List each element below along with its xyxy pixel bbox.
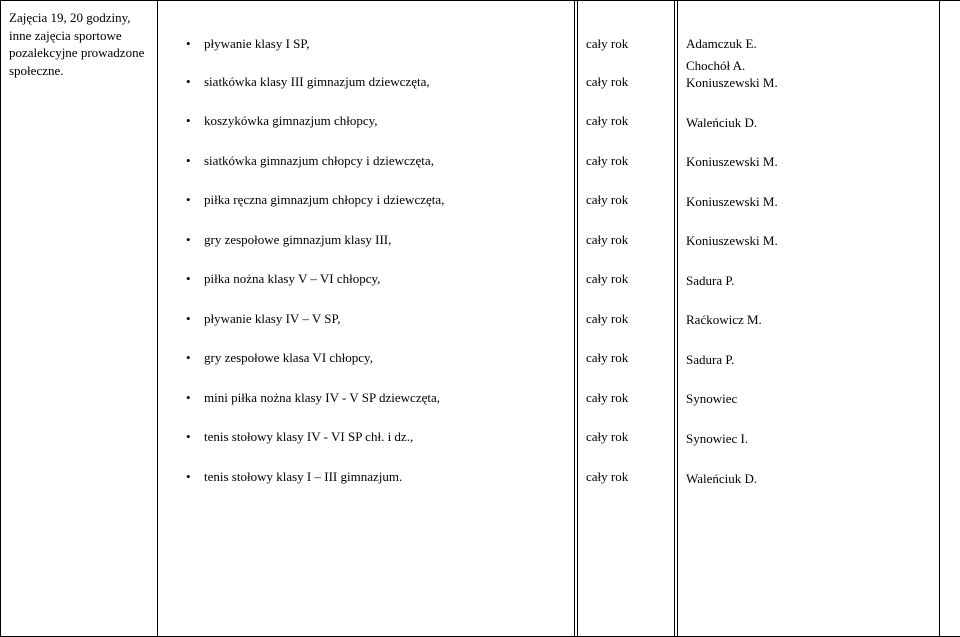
activity-item: siatkówka klasy III gimnazjum dziewczęta… [186,73,564,91]
period-cell: cały rok [586,231,668,249]
person-cell: Koniuszewski M. [686,232,931,250]
activity-item: piłka nożna klasy V – VI chłopcy, [186,270,564,288]
person-cell: Chochół A. [686,57,931,75]
period-cell: cały rok [586,270,668,288]
period-cell: cały rok [586,191,668,209]
person-cell: Koniuszewski M. [686,193,931,211]
activity-label: mini piłka nożna klasy IV - V SP dziewcz… [204,390,440,405]
description-text: Zajęcia 19, 20 godziny, inne zajęcia spo… [9,9,149,79]
person-cell: Koniuszewski M. [686,74,931,92]
person-cell: Waleńciuk D. [686,114,931,132]
person-cell: Sadura P. [686,351,931,369]
activity-label: pływanie klasy IV – V SP, [204,311,341,326]
desc-line: inne zajęcia sportowe [9,27,149,45]
period-cell: cały rok [586,389,668,407]
desc-line: społeczne. [9,62,149,80]
activity-item: piłka ręczna gimnazjum chłopcy i dziewcz… [186,191,564,209]
period-cell: cały rok [586,310,668,328]
table: Zajęcia 19, 20 godziny, inne zajęcia spo… [0,0,960,637]
period-cell: cały rok [586,468,668,486]
activity-item: koszykówka gimnazjum chłopcy, [186,112,564,130]
activity-item: gry zespołowe gimnazjum klasy III, [186,231,564,249]
activity-label: siatkówka gimnazjum chłopcy i dziewczęta… [204,153,434,168]
activity-label: siatkówka klasy III gimnazjum dziewczęta… [204,74,430,89]
col-person: Adamczuk E. Chochół A. Koniuszewski M. W… [678,1,940,636]
period-cell: cały rok [586,428,668,446]
activity-item: mini piłka nożna klasy IV - V SP dziewcz… [186,389,564,407]
col-empty [940,1,960,636]
activity-item: tenis stołowy klasy IV - VI SP chł. i dz… [186,428,564,446]
person-cell: Synowiec [686,390,931,408]
activity-label: tenis stołowy klasy IV - VI SP chł. i dz… [204,429,413,444]
activity-label: gry zespołowe gimnazjum klasy III, [204,232,391,247]
period-cell: cały rok [586,112,668,130]
desc-line: pozalekcyjne prowadzone [9,44,149,62]
col-period: cały rok cały rok cały rok cały rok cały… [578,1,678,636]
activity-item: gry zespołowe klasa VI chłopcy, [186,349,564,367]
col-activities: pływanie klasy I SP, siatkówka klasy III… [158,1,578,636]
activity-item: siatkówka gimnazjum chłopcy i dziewczęta… [186,152,564,170]
person-cell: Raćkowicz M. [686,311,931,329]
period-cell: cały rok [586,349,668,367]
activity-label: tenis stołowy klasy I – III gimnazjum. [204,469,402,484]
person-cell: Adamczuk E. [686,35,931,53]
person-cell: Koniuszewski M. [686,153,931,171]
activity-label: piłka ręczna gimnazjum chłopcy i dziewcz… [204,192,444,207]
person-cell: Waleńciuk D. [686,470,931,488]
person-cell: Sadura P. [686,272,931,290]
activity-label: pływanie klasy I SP, [204,36,309,51]
period-cell: cały rok [586,35,668,53]
period-cell: cały rok [586,152,668,170]
activity-label: koszykówka gimnazjum chłopcy, [204,113,378,128]
person-cell: Synowiec I. [686,430,931,448]
desc-line: Zajęcia 19, 20 godziny, [9,9,149,27]
activity-item: pływanie klasy I SP, [186,35,564,53]
activity-label: piłka nożna klasy V – VI chłopcy, [204,271,380,286]
activity-item: tenis stołowy klasy I – III gimnazjum. [186,468,564,486]
activity-item: pływanie klasy IV – V SP, [186,310,564,328]
activity-label: gry zespołowe klasa VI chłopcy, [204,350,373,365]
page: Zajęcia 19, 20 godziny, inne zajęcia spo… [0,0,960,637]
col-description: Zajęcia 19, 20 godziny, inne zajęcia spo… [0,1,158,636]
period-cell: cały rok [586,73,668,91]
